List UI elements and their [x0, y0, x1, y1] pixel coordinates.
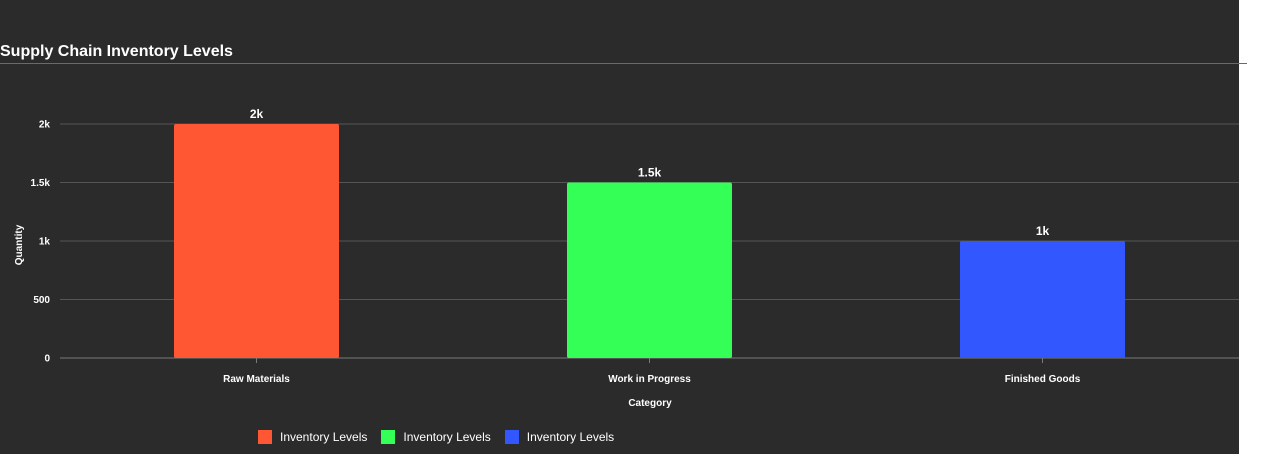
- legend-swatch: [381, 430, 396, 444]
- legend: Inventory Levels Inventory Levels Inventor…: [258, 430, 614, 444]
- y-tick-label: 1.5k: [31, 178, 51, 189]
- x-axis-title: Category: [628, 398, 672, 409]
- y-tick-label: 0: [44, 354, 50, 365]
- y-axis-title: Quantity: [14, 224, 25, 265]
- x-axis-ticks: Raw Materials Work in Progress Finished Go…: [223, 358, 1081, 385]
- bar-chart: 0 500 1k 1.5k 2k 2k 1.5k 1k Raw Materials Work …: [14, 107, 1239, 409]
- bar: [567, 182, 732, 358]
- title-divider: [0, 63, 1247, 64]
- x-tick-label: Finished Goods: [1005, 374, 1081, 385]
- x-tick-label: Work in Progress: [608, 374, 691, 385]
- y-tick-label: 2k: [39, 120, 51, 131]
- legend-label: Inventory Levels: [280, 430, 368, 444]
- y-tick-label: 500: [33, 295, 50, 306]
- legend-item[interactable]: Inventory Levels: [381, 430, 491, 444]
- chart-title: Supply Chain Inventory Levels: [0, 43, 233, 60]
- y-tick-label: 1k: [39, 237, 51, 248]
- data-label: 1.5k: [638, 166, 662, 180]
- bar: [174, 124, 339, 358]
- data-label: 2k: [250, 107, 264, 121]
- x-tick-label: Raw Materials: [223, 374, 290, 385]
- legend-swatch: [504, 430, 519, 444]
- legend-item[interactable]: Inventory Levels: [504, 430, 615, 444]
- legend-label: Inventory Levels: [526, 430, 615, 444]
- legend-label: Inventory Levels: [403, 430, 491, 444]
- data-label: 1k: [1036, 224, 1050, 238]
- bars: 2k 1.5k 1k: [174, 107, 1125, 358]
- legend-swatch: [258, 430, 272, 444]
- y-axis-ticks: 0 500 1k 1.5k 2k: [31, 120, 51, 365]
- bar: [960, 241, 1125, 358]
- legend-item[interactable]: Inventory Levels: [258, 430, 367, 444]
